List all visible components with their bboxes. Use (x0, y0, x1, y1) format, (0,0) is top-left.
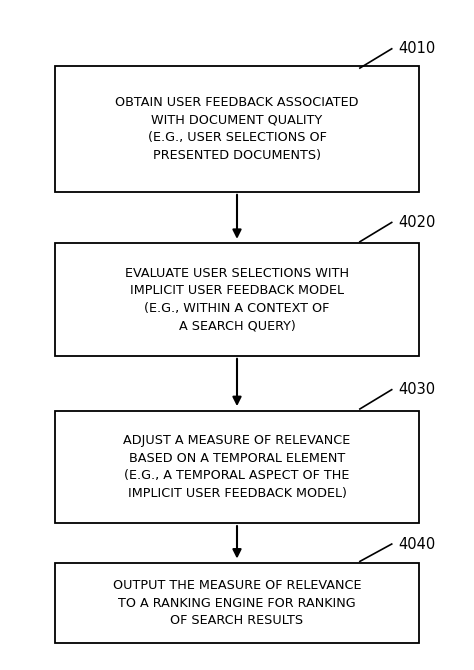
Text: 4040: 4040 (399, 537, 436, 551)
Text: 4010: 4010 (399, 42, 436, 56)
FancyBboxPatch shape (55, 243, 419, 356)
FancyBboxPatch shape (55, 411, 419, 523)
FancyBboxPatch shape (55, 66, 419, 192)
Text: 4020: 4020 (399, 215, 436, 230)
Text: ADJUST A MEASURE OF RELEVANCE
BASED ON A TEMPORAL ELEMENT
(E.G., A TEMPORAL ASPE: ADJUST A MEASURE OF RELEVANCE BASED ON A… (123, 434, 351, 500)
Text: OUTPUT THE MEASURE OF RELEVANCE
TO A RANKING ENGINE FOR RANKING
OF SEARCH RESULT: OUTPUT THE MEASURE OF RELEVANCE TO A RAN… (113, 579, 361, 627)
Text: OBTAIN USER FEEDBACK ASSOCIATED
WITH DOCUMENT QUALITY
(E.G., USER SELECTIONS OF
: OBTAIN USER FEEDBACK ASSOCIATED WITH DOC… (115, 96, 359, 162)
Text: EVALUATE USER SELECTIONS WITH
IMPLICIT USER FEEDBACK MODEL
(E.G., WITHIN A CONTE: EVALUATE USER SELECTIONS WITH IMPLICIT U… (125, 267, 349, 332)
FancyBboxPatch shape (55, 563, 419, 643)
Text: 4030: 4030 (399, 382, 436, 397)
